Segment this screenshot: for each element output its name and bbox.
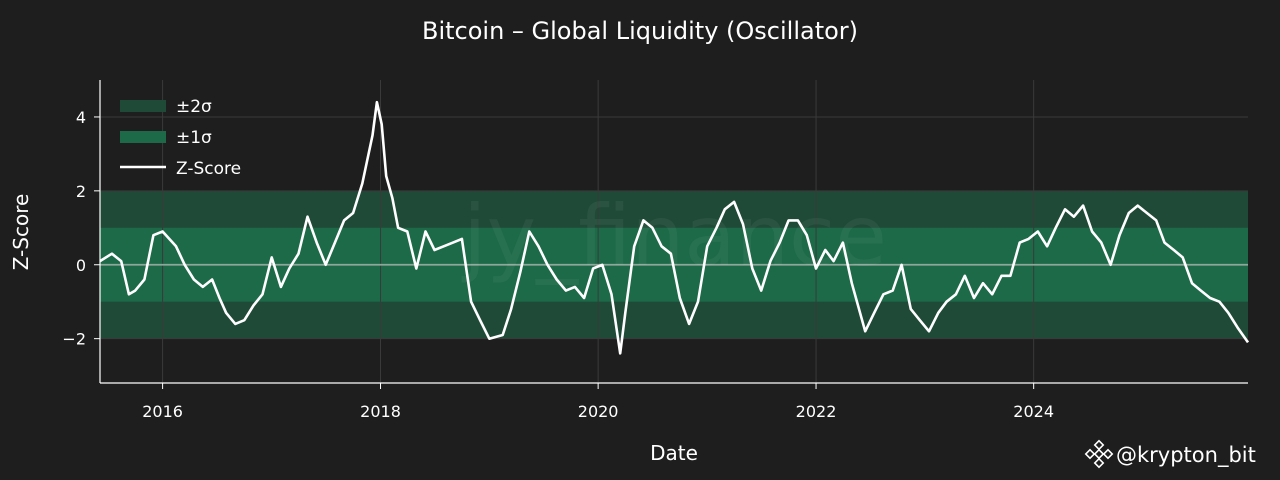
legend: ±2σ ±1σ Z-Score <box>120 97 241 179</box>
x-axis-label: Date <box>650 441 698 465</box>
x-tick-label: 2018 <box>360 402 401 421</box>
x-tick-label: 2024 <box>1013 402 1054 421</box>
y-tick-label: 0 <box>76 256 86 275</box>
legend-swatch-2sigma <box>120 100 166 112</box>
x-tick-label: 2016 <box>142 402 183 421</box>
y-tick-label: 4 <box>76 108 86 127</box>
y-axis-label: Z-Score <box>9 194 33 271</box>
chart-title: Bitcoin – Global Liquidity (Oscillator) <box>422 17 858 45</box>
attribution: @krypton_bit <box>1084 439 1256 469</box>
zscore-line <box>99 100 1250 355</box>
y-tick-label: 2 <box>76 182 86 201</box>
y-tick-label: −2 <box>62 330 86 349</box>
legend-swatch-1sigma <box>120 131 166 143</box>
axes <box>99 80 1248 384</box>
attribution-handle: @krypton_bit <box>1116 443 1256 468</box>
axis-ticks: 2016 2018 2020 2022 2024 4 2 0 −2 <box>62 108 1054 421</box>
binance-logo-icon <box>1084 439 1114 469</box>
x-tick-label: 2022 <box>796 402 837 421</box>
zscore-series <box>99 100 1250 355</box>
x-tick-label: 2020 <box>578 402 619 421</box>
legend-label-1sigma: ±1σ <box>176 128 212 148</box>
legend-label-2sigma: ±2σ <box>176 97 212 117</box>
legend-label-zscore: Z-Score <box>176 159 241 179</box>
